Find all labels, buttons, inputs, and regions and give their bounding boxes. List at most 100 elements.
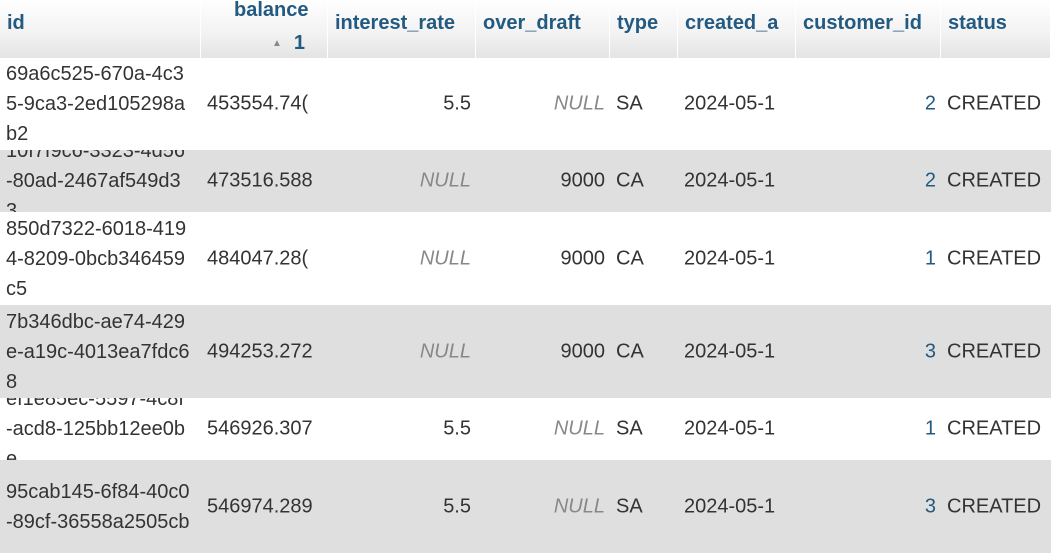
- cell-type[interactable]: SA: [610, 58, 678, 150]
- table-row[interactable]: 10f7f9c6-3323-4d56-80ad-2467af549d33 4735…: [0, 150, 1051, 212]
- column-header-label: status: [948, 12, 1007, 34]
- cell-type[interactable]: CA: [610, 150, 678, 212]
- cell-value: 9000: [560, 340, 606, 362]
- table-row[interactable]: 850d7322-6018-4194-8209-0bcb346459c5 4840…: [0, 212, 1051, 305]
- cell-value: CREATED: [947, 417, 1042, 440]
- column-header-over-draft[interactable]: over_draft: [476, 0, 610, 58]
- cell-balance[interactable]: 484047.28(: [201, 212, 328, 305]
- cell-interest-rate[interactable]: 5.5: [328, 460, 476, 553]
- cell-type[interactable]: CA: [610, 212, 678, 305]
- cell-value: 7b346dbc-ae74-429e-a19c-4013ea7fdc68: [6, 310, 190, 393]
- cell-status[interactable]: CREATED: [941, 150, 1051, 212]
- cell-customer-id[interactable]: 3: [796, 305, 941, 398]
- customer-id-link[interactable]: 3: [924, 340, 936, 362]
- cell-type[interactable]: CA: [610, 305, 678, 398]
- cell-value: 5.5: [443, 417, 471, 440]
- cell-status[interactable]: CREATED: [941, 212, 1051, 305]
- cell-value: 2024-05-1: [684, 169, 776, 192]
- column-header-status[interactable]: status: [941, 0, 1051, 58]
- cell-id[interactable]: 95cab145-6f84-40c0-89cf-36558a2505cb: [0, 460, 201, 553]
- customer-id-link[interactable]: 3: [924, 495, 936, 517]
- cell-type[interactable]: SA: [610, 460, 678, 553]
- cell-value: 546926.307: [207, 417, 313, 440]
- cell-value: 484047.28(: [207, 247, 309, 269]
- cell-balance[interactable]: 546974.289: [201, 460, 328, 553]
- cell-balance[interactable]: 473516.588: [201, 150, 328, 212]
- customer-id-link[interactable]: 1: [924, 247, 936, 269]
- cell-created-at[interactable]: 2024-05-1: [678, 212, 796, 305]
- cell-value: 2024-05-1: [684, 495, 776, 517]
- table-row[interactable]: 95cab145-6f84-40c0-89cf-36558a2505cb 5469…: [0, 460, 1051, 553]
- cell-over-draft[interactable]: 9000: [476, 150, 610, 212]
- cell-balance[interactable]: 546926.307: [201, 398, 328, 460]
- cell-status[interactable]: CREATED: [941, 398, 1051, 460]
- cell-value: 5.5: [443, 92, 471, 115]
- table-header: id balance ▲ 1 interest_rate over_draft type cr…: [0, 0, 1051, 58]
- cell-value: SA: [616, 92, 643, 115]
- cell-id[interactable]: 69a6c525-670a-4c35-9ca3-2ed105298ab2: [0, 58, 201, 150]
- table-row[interactable]: 7b346dbc-ae74-429e-a19c-4013ea7fdc68 4942…: [0, 305, 1051, 398]
- cell-interest-rate[interactable]: 5.5: [328, 398, 476, 460]
- cell-status[interactable]: CREATED: [941, 58, 1051, 150]
- cell-customer-id[interactable]: 1: [796, 398, 941, 460]
- column-header-label: balance: [234, 0, 309, 21]
- customer-id-link[interactable]: 1: [924, 417, 936, 440]
- customer-id-link[interactable]: 2: [924, 169, 936, 192]
- cell-id[interactable]: ef1e85ec-5597-4c8f-acd8-125bb12ee0be: [0, 398, 201, 460]
- column-header-created-at[interactable]: created_a: [678, 0, 796, 58]
- cell-over-draft[interactable]: NULL: [476, 398, 610, 460]
- cell-value: 473516.588: [207, 169, 313, 192]
- cell-interest-rate[interactable]: 5.5: [328, 58, 476, 150]
- cell-created-at[interactable]: 2024-05-1: [678, 305, 796, 398]
- column-header-interest-rate[interactable]: interest_rate: [328, 0, 476, 58]
- cell-value: 2024-05-1: [684, 92, 776, 115]
- table-row[interactable]: ef1e85ec-5597-4c8f-acd8-125bb12ee0be 5469…: [0, 398, 1051, 460]
- cell-id[interactable]: 10f7f9c6-3323-4d56-80ad-2467af549d33: [0, 150, 201, 212]
- cell-id[interactable]: 850d7322-6018-4194-8209-0bcb346459c5: [0, 212, 201, 305]
- cell-interest-rate[interactable]: NULL: [328, 305, 476, 398]
- cell-value: CA: [616, 340, 644, 362]
- table-row[interactable]: 69a6c525-670a-4c35-9ca3-2ed105298ab2 4535…: [0, 58, 1051, 150]
- cell-balance[interactable]: 453554.74(: [201, 58, 328, 150]
- cell-value: 69a6c525-670a-4c35-9ca3-2ed105298ab2: [6, 63, 186, 145]
- cell-over-draft[interactable]: 9000: [476, 305, 610, 398]
- cell-value: 2024-05-1: [684, 247, 776, 269]
- cell-created-at[interactable]: 2024-05-1: [678, 398, 796, 460]
- cell-value: NULL: [419, 247, 471, 269]
- cell-value: NULL: [419, 340, 471, 362]
- cell-value: 850d7322-6018-4194-8209-0bcb346459c5: [6, 217, 187, 300]
- customer-id-link[interactable]: 2: [924, 92, 936, 115]
- cell-value: CREATED: [947, 169, 1042, 192]
- cell-customer-id[interactable]: 2: [796, 150, 941, 212]
- cell-id[interactable]: 7b346dbc-ae74-429e-a19c-4013ea7fdc68: [0, 305, 201, 398]
- cell-over-draft[interactable]: NULL: [476, 58, 610, 150]
- column-header-label: created_a: [685, 12, 779, 34]
- cell-customer-id[interactable]: 1: [796, 212, 941, 305]
- cell-value: NULL: [553, 495, 605, 517]
- cell-status[interactable]: CREATED: [941, 460, 1051, 553]
- sort-order-number: 1: [293, 32, 305, 54]
- cell-value: SA: [616, 495, 643, 517]
- cell-customer-id[interactable]: 2: [796, 58, 941, 150]
- cell-interest-rate[interactable]: NULL: [328, 150, 476, 212]
- cell-value: CA: [616, 247, 644, 269]
- cell-created-at[interactable]: 2024-05-1: [678, 460, 796, 553]
- cell-type[interactable]: SA: [610, 398, 678, 460]
- column-header-type[interactable]: type: [610, 0, 678, 58]
- cell-created-at[interactable]: 2024-05-1: [678, 150, 796, 212]
- column-header-label: customer_id: [803, 12, 922, 34]
- cell-value: NULL: [553, 417, 605, 440]
- cell-created-at[interactable]: 2024-05-1: [678, 58, 796, 150]
- cell-value: CREATED: [947, 247, 1042, 269]
- cell-customer-id[interactable]: 3: [796, 460, 941, 553]
- cell-value: SA: [616, 417, 643, 440]
- cell-status[interactable]: CREATED: [941, 305, 1051, 398]
- cell-over-draft[interactable]: 9000: [476, 212, 610, 305]
- column-header-balance[interactable]: balance ▲ 1: [201, 0, 328, 58]
- cell-interest-rate[interactable]: NULL: [328, 212, 476, 305]
- column-header-id[interactable]: id: [0, 0, 201, 58]
- cell-balance[interactable]: 494253.272: [201, 305, 328, 398]
- cell-over-draft[interactable]: NULL: [476, 460, 610, 553]
- column-header-customer-id[interactable]: customer_id: [796, 0, 941, 58]
- cell-value: CREATED: [947, 495, 1042, 517]
